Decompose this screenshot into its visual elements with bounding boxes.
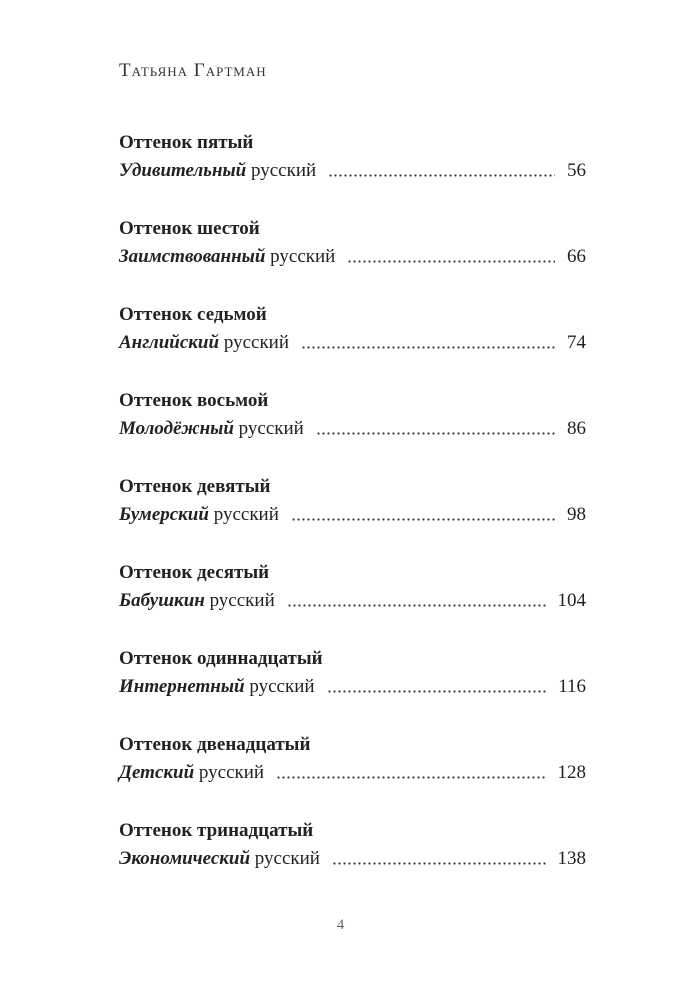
entry-text: русский [270, 246, 336, 267]
dot-leader [286, 604, 546, 607]
entry-line: Удивительный русский 56 [119, 157, 586, 185]
page-number: 4 [336, 917, 345, 933]
entry-page: 56 [567, 160, 586, 181]
entry-page: 98 [567, 504, 586, 525]
entry-heading: Оттенок одиннадцатый [119, 648, 323, 669]
entry-page: 138 [557, 848, 587, 869]
dot-leader [347, 260, 555, 263]
toc-entry: Оттенок одиннадцатый Интернетный русский 1… [119, 645, 586, 731]
entry-heading: Оттенок восьмой [119, 390, 269, 411]
toc-entry: Оттенок шестой Заимствованный русский 66 [119, 215, 586, 301]
entry-text: русский [223, 332, 290, 353]
entry-line: Экономический русский 138 [119, 845, 586, 873]
dot-leader [328, 174, 555, 177]
entry-emphasis: Английский [119, 332, 220, 353]
entry-heading: Оттенок двенадцатый [119, 734, 311, 755]
dot-leader [315, 432, 555, 435]
entry-line: Молодёжный русский 86 [119, 415, 586, 443]
toc-entry: Оттенок десятый Бабушкин русский 104 [119, 559, 586, 645]
toc-entry: Оттенок двенадцатый Детский русский 128 [119, 731, 586, 817]
entry-heading: Оттенок тринадцатый [119, 820, 314, 841]
dot-leader [331, 862, 546, 865]
toc-entry: Оттенок девятый Бумерский русский 98 [119, 473, 586, 559]
entry-line: Заимствованный русский 66 [119, 243, 586, 271]
entry-emphasis: Молодёжный [119, 418, 234, 439]
table-of-contents: Оттенок пятый Удивительный русский 56 Оттен… [119, 129, 586, 903]
running-header: Татьяна Гартман [119, 60, 267, 81]
entry-text: русский [254, 848, 320, 869]
entry-page: 116 [558, 676, 586, 697]
entry-page: 104 [557, 590, 587, 611]
toc-entry: Оттенок седьмой Английский русский 74 [119, 301, 586, 387]
entry-text: русский [238, 418, 304, 439]
entry-page: 74 [567, 332, 586, 353]
entry-heading: Оттенок шестой [119, 218, 260, 239]
entry-emphasis: Заимствованный [119, 246, 266, 267]
entry-line: Английский русский 74 [119, 329, 586, 357]
entry-emphasis: Экономический [119, 848, 251, 869]
entry-heading: Оттенок пятый [119, 132, 254, 153]
entry-heading: Оттенок девятый [119, 476, 271, 497]
entry-emphasis: Бабушкин [119, 590, 205, 611]
entry-emphasis: Интернетный [119, 676, 245, 697]
entry-page: 66 [567, 246, 586, 267]
dot-leader [301, 346, 555, 349]
entry-page: 128 [557, 762, 587, 783]
entry-text: русский [249, 676, 315, 697]
entry-emphasis: Бумерский [119, 504, 209, 525]
toc-entry: Оттенок пятый Удивительный русский 56 [119, 129, 586, 215]
entry-line: Детский русский 128 [119, 759, 586, 787]
entry-heading: Оттенок седьмой [119, 304, 267, 325]
entry-text: русский [213, 504, 279, 525]
toc-entry: Оттенок восьмой Молодёжный русский 86 [119, 387, 586, 473]
dot-leader [276, 776, 546, 779]
toc-entry: Оттенок тринадцатый Экономический русский… [119, 817, 586, 903]
entry-heading: Оттенок десятый [119, 562, 270, 583]
entry-line: Бумерский русский 98 [119, 501, 586, 529]
entry-text: русский [209, 590, 275, 611]
entry-text: русский [251, 160, 317, 181]
entry-line: Бабушкин русский 104 [119, 587, 586, 615]
entry-emphasis: Детский [119, 762, 195, 783]
entry-line: Интернетный русский 116 [119, 673, 586, 701]
dot-leader [290, 518, 555, 521]
entry-emphasis: Удивительный [119, 160, 247, 181]
entry-text: русский [198, 762, 265, 783]
entry-page: 86 [567, 418, 586, 439]
dot-leader [326, 690, 547, 693]
